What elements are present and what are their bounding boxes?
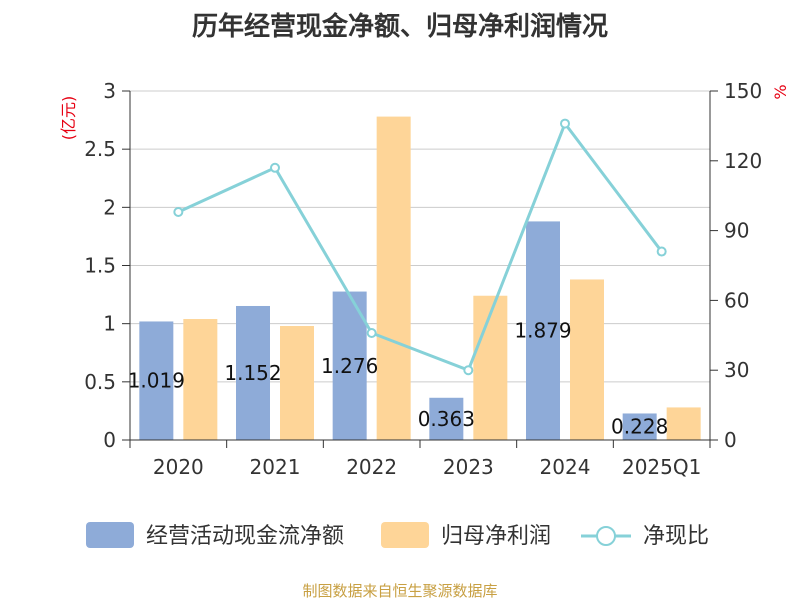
legend-swatch-cashflow bbox=[86, 522, 134, 548]
left-axis-tick-label: 1.5 bbox=[84, 254, 116, 278]
bar-value-label: 0.228 bbox=[611, 415, 668, 439]
x-axis-tick-label: 2020 bbox=[153, 455, 204, 479]
legend-label-cashflow: 经营活动现金流净额 bbox=[146, 524, 344, 549]
right-axis-tick-label: 90 bbox=[724, 219, 749, 243]
legend-label-ratio: 净现比 bbox=[643, 524, 709, 549]
line-point bbox=[463, 365, 474, 376]
bar-netprofit bbox=[473, 295, 508, 440]
line-point bbox=[366, 327, 377, 338]
bar-cashflow bbox=[526, 221, 560, 440]
data-source-note: 制图数据来自恒生聚源数据库 bbox=[302, 582, 498, 600]
right-axis-tick-label: 120 bbox=[724, 149, 762, 173]
line-net-cash-ratio bbox=[177, 120, 663, 373]
bar-netprofit bbox=[570, 279, 604, 440]
right-axis-tick-label: 60 bbox=[724, 288, 749, 312]
bar-cashflow bbox=[236, 305, 270, 440]
line-point bbox=[270, 162, 280, 173]
legend-swatch-netprofit bbox=[381, 522, 429, 548]
line-point bbox=[560, 118, 570, 129]
left-axis-unit: (亿元) bbox=[59, 96, 78, 141]
bar-netprofit bbox=[280, 325, 314, 440]
left-axis-tick-label: 2 bbox=[103, 195, 116, 219]
x-axis-tick-label: 2024 bbox=[540, 455, 591, 479]
right-axis-tick-label: 30 bbox=[724, 358, 749, 382]
line-series bbox=[173, 118, 667, 376]
left-axis-tick-label: 2.5 bbox=[84, 137, 116, 161]
data-labels: 1.019 1.152 1.276 0.363 1.879 0.228 bbox=[128, 319, 669, 439]
left-axis-tick-label: 0 bbox=[103, 428, 116, 452]
bar-value-label: 1.152 bbox=[224, 361, 281, 385]
line-point bbox=[656, 246, 667, 257]
bar-value-label: 1.879 bbox=[514, 319, 571, 343]
bar-value-label: 0.363 bbox=[418, 407, 475, 431]
bar-value-label: 1.019 bbox=[128, 369, 185, 393]
bar-cashflow bbox=[622, 413, 657, 440]
x-axis-tick-label: 2023 bbox=[443, 455, 494, 479]
bar-netprofit bbox=[666, 407, 701, 440]
bar-netprofit bbox=[183, 319, 218, 440]
right-axis-unit: % bbox=[771, 84, 790, 99]
bar-netprofit bbox=[376, 116, 411, 441]
line-point bbox=[173, 206, 184, 217]
grid-lines bbox=[130, 90, 710, 383]
bar-cashflow bbox=[429, 397, 464, 440]
bar-value-label: 1.276 bbox=[321, 354, 378, 378]
x-axis-tick-label: 2022 bbox=[346, 455, 397, 479]
x-axis-tick-label: 2021 bbox=[250, 455, 301, 479]
legend: 经营活动现金流净额 归母净利润 净现比 bbox=[86, 522, 709, 549]
left-axis-tick-label: 1 bbox=[103, 312, 116, 336]
x-axis-tick-label: 2025Q1 bbox=[622, 455, 701, 479]
left-axis-tick-label: 0.5 bbox=[84, 370, 116, 394]
legend-label-netprofit: 归母净利润 bbox=[441, 524, 551, 549]
legend-marker-ratio bbox=[596, 526, 616, 546]
bar-marks bbox=[139, 116, 701, 441]
chart-title: 历年经营现金净额、归母净利润情况 bbox=[191, 12, 608, 42]
bar-cashflow bbox=[139, 321, 174, 440]
left-axis-tick-label: 3 bbox=[103, 79, 116, 103]
right-axis-tick-label: 0 bbox=[724, 428, 737, 452]
right-axis-tick-label: 150 bbox=[724, 79, 762, 103]
